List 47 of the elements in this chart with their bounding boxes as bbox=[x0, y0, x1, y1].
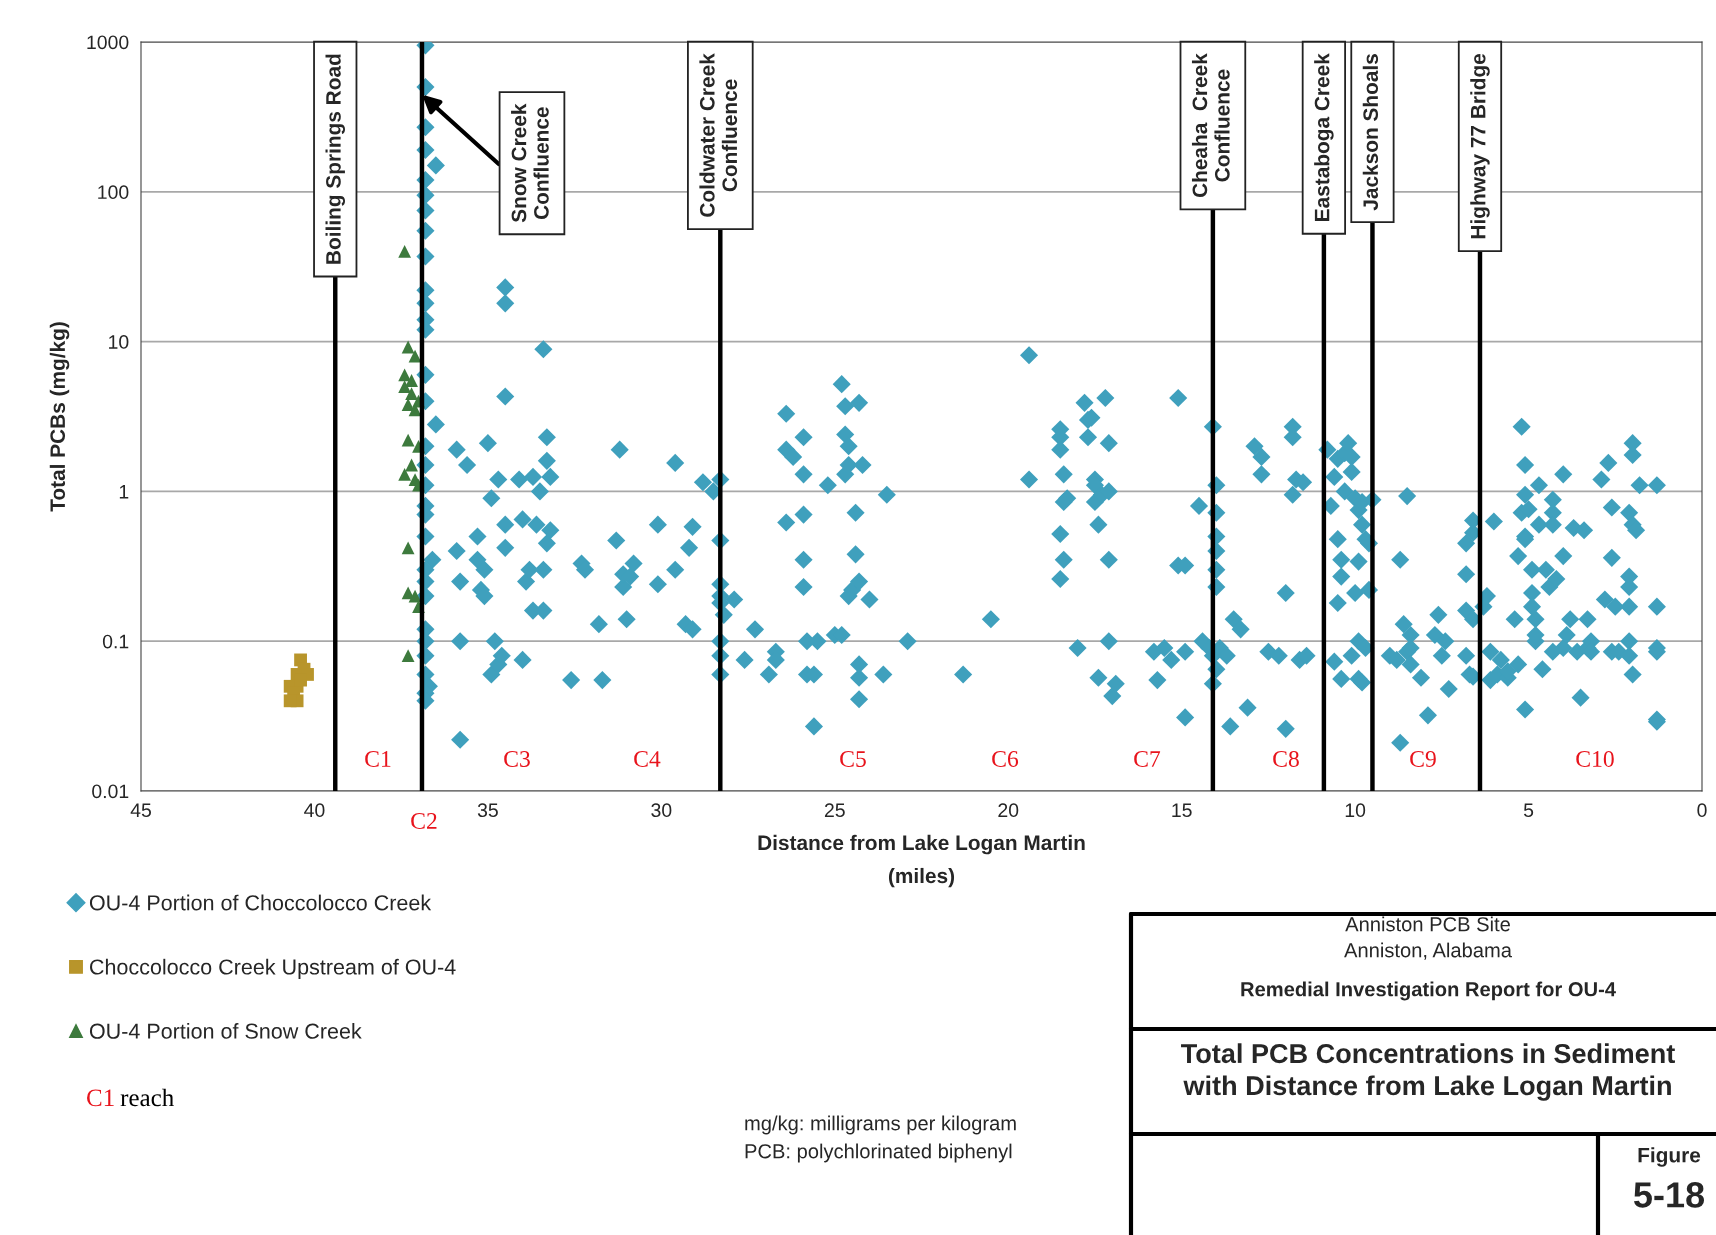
annotation: C10 bbox=[1576, 750, 1614, 767]
annotation: C9 bbox=[1410, 751, 1436, 767]
x-tick-label: 20 bbox=[998, 803, 1019, 818]
y-axis-title: Total PCBs (mg/kg) bbox=[49, 322, 70, 512]
text: Remedial Investigation Report for OU-4 bbox=[1241, 981, 1616, 1001]
y-tick-label: 0.01 bbox=[92, 784, 129, 799]
legend-label: Choccolocco Creek Upstream of OU-4 bbox=[90, 958, 456, 979]
ref-line-label: Highway 77 Bridge bbox=[1470, 53, 1490, 239]
x-tick-label: 0 bbox=[1697, 803, 1707, 818]
text: C2 bbox=[411, 813, 437, 829]
x-tick-label: 45 bbox=[130, 803, 151, 818]
x-tick-label: 30 bbox=[651, 803, 672, 818]
ref-line-label: Boiling Springs Road bbox=[325, 54, 346, 264]
x-axis-title: Distance from Lake Logan Martin (miles) bbox=[758, 834, 1085, 888]
y-tick-label: 10 bbox=[109, 335, 129, 349]
y-tick-label: 100 bbox=[98, 185, 129, 200]
ref-line-label: Coldwater Creek Confluence bbox=[699, 53, 738, 217]
annotation: C3 bbox=[504, 751, 530, 767]
x-tick-label: 40 bbox=[304, 803, 325, 818]
ref-line-label: Eastaboga Creek bbox=[1314, 53, 1334, 221]
x-tick-label: 10 bbox=[1345, 803, 1366, 818]
text: Anniston PCB Site bbox=[1345, 916, 1510, 932]
ref-line-label: Snow Creek Confluence bbox=[511, 103, 549, 223]
text: Anniston, Alabama bbox=[1344, 942, 1512, 960]
text: Figure bbox=[1638, 1147, 1701, 1167]
annotation: C4 bbox=[634, 751, 661, 767]
text: PCB: polychlorinated biphenyl bbox=[745, 1143, 1012, 1163]
annotation: C6 bbox=[992, 751, 1019, 767]
annotation: C5 bbox=[840, 751, 866, 767]
x-tick-label: 25 bbox=[824, 803, 845, 818]
text: mg/kg: milligrams per kilogram bbox=[745, 1115, 1016, 1135]
legend-label: OU-4 Portion of Snow Creek bbox=[89, 1023, 362, 1039]
ref-line-label: Cheaha Creek Confluence bbox=[1191, 53, 1230, 198]
x-tick-label: 35 bbox=[477, 803, 498, 818]
annotation: C7 bbox=[1134, 751, 1161, 767]
y-tick-label: 1 bbox=[119, 485, 129, 499]
x-tick-label: 5 bbox=[1523, 803, 1534, 818]
text: Total PCB Concentrations in Sediment with Distance from Lake Logan Martin bbox=[1181, 1043, 1675, 1101]
y-tick-label: 0.1 bbox=[102, 634, 129, 649]
x-tick-label: 15 bbox=[1172, 803, 1192, 818]
y-tick-label: 1000 bbox=[87, 35, 129, 50]
legend-label: OU-4 Portion of Choccolocco Creek bbox=[89, 894, 432, 911]
text: 5-18 bbox=[1633, 1182, 1705, 1208]
annotation: C1 bbox=[365, 751, 391, 767]
ref-line-label: Jackson Shoals bbox=[1362, 54, 1379, 211]
text: C1 reach bbox=[87, 1088, 174, 1107]
annotation: C8 bbox=[1273, 750, 1299, 767]
